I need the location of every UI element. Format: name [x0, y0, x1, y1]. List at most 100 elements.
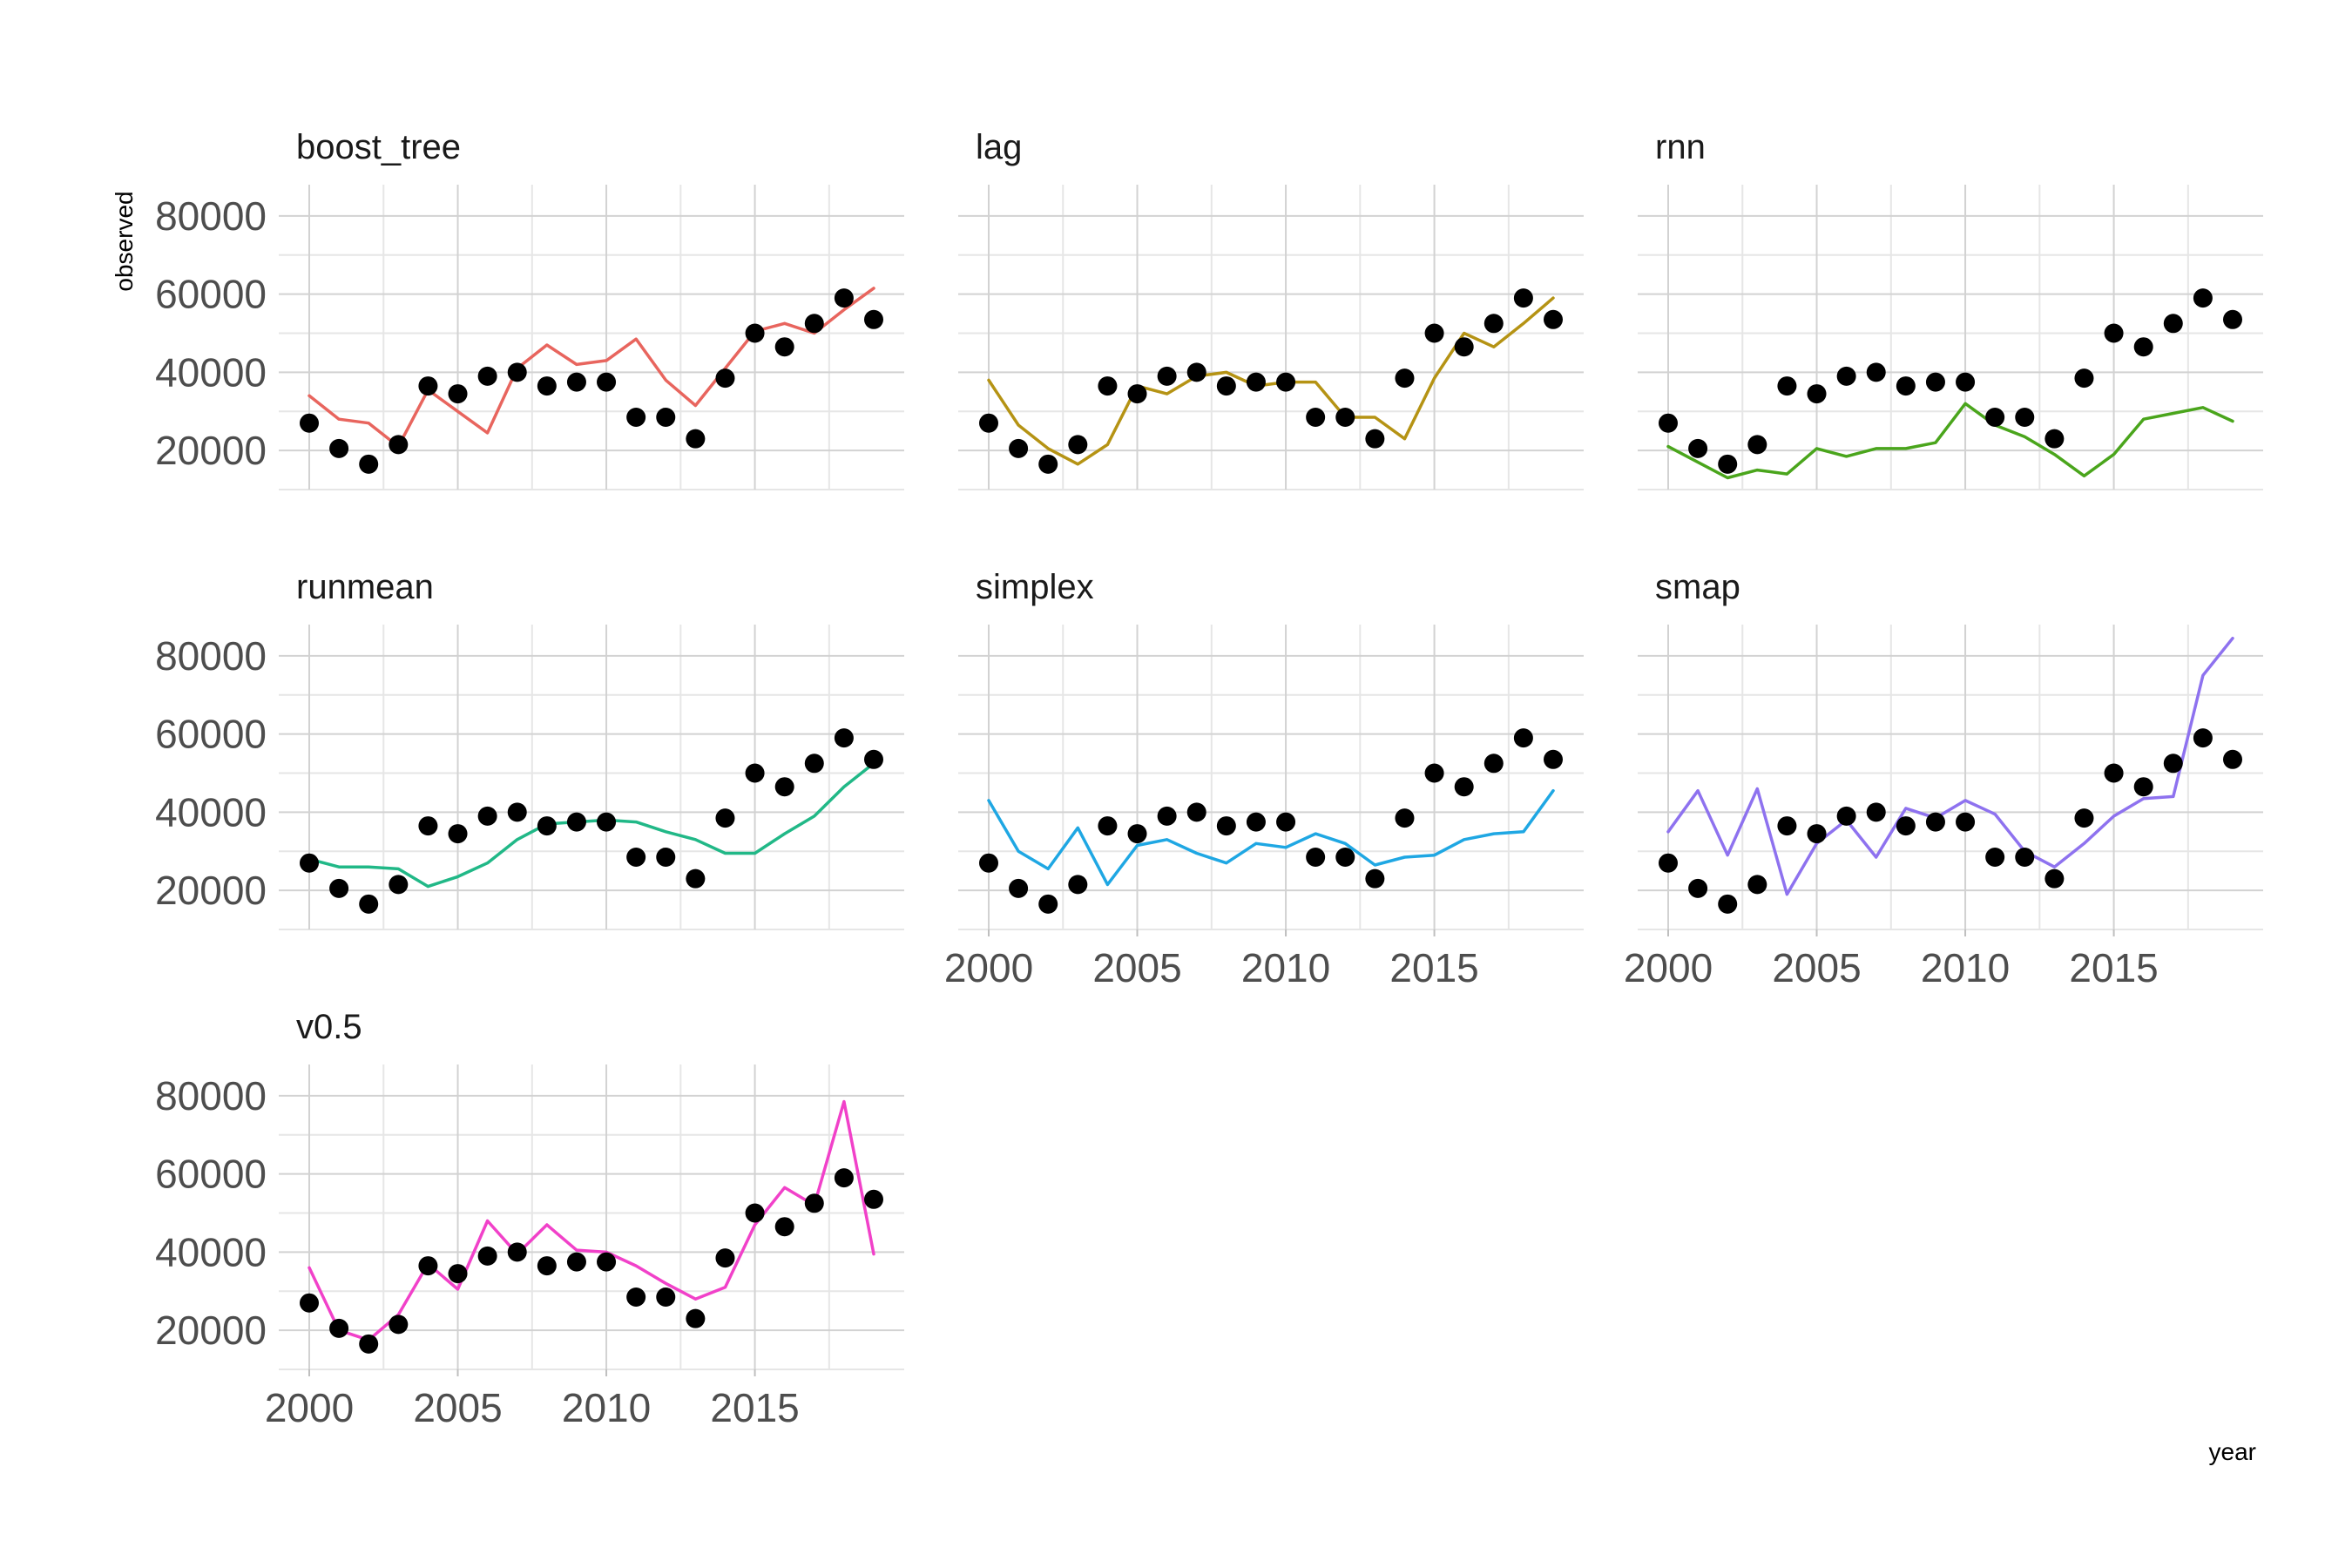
- observed-point: [1127, 824, 1147, 844]
- observed-point: [715, 368, 735, 389]
- y-tick-label: 60000: [155, 712, 267, 757]
- observed-point: [1068, 435, 1088, 455]
- observed-point: [864, 749, 883, 769]
- prediction-line-simplex: [987, 788, 1555, 887]
- observed-point: [804, 1193, 824, 1213]
- observed-point: [1513, 288, 1533, 308]
- x-tick-label: 2015: [1389, 945, 1478, 990]
- observed-point: [1186, 362, 1206, 382]
- observed-point: [566, 1252, 586, 1272]
- y-tick-label: 80000: [155, 193, 267, 239]
- observed-point: [2104, 763, 2124, 783]
- observed-point: [1896, 816, 1916, 836]
- observed-point: [329, 438, 349, 458]
- panel-title: boost_tree: [296, 128, 461, 166]
- observed-point: [864, 309, 883, 329]
- observed-point: [745, 763, 765, 783]
- facet-panel-simplex: simplex 2000 2005 2010 2015: [944, 568, 1584, 990]
- observed-point: [1896, 376, 1916, 396]
- prediction-line-smap: [1666, 636, 2234, 896]
- observed-point: [1544, 309, 1563, 329]
- prediction-line-v0-5: [308, 1099, 875, 1342]
- observed-point: [1127, 384, 1147, 404]
- observed-point: [656, 1287, 676, 1307]
- observed-point: [597, 372, 617, 392]
- observed-point: [389, 1315, 409, 1335]
- panel-title: simplex: [976, 568, 1094, 606]
- observed-point: [1659, 853, 1678, 873]
- observed-point: [1866, 802, 1886, 822]
- observed-point: [1925, 812, 1945, 832]
- x-tick-label: 2005: [413, 1385, 502, 1430]
- observed-point: [686, 1308, 706, 1328]
- observed-point: [715, 808, 735, 828]
- observed-point: [1186, 802, 1206, 822]
- prediction-line-rnn: [1666, 402, 2234, 480]
- observed-point: [745, 323, 765, 343]
- panel-title: runmean: [296, 568, 434, 606]
- observed-point: [300, 413, 319, 433]
- observed-point: [834, 728, 854, 748]
- observed-point: [774, 337, 794, 357]
- observed-point: [1276, 812, 1296, 832]
- observed-point: [2044, 429, 2065, 449]
- observed-point: [566, 372, 586, 392]
- observed-point: [1395, 808, 1415, 828]
- observed-point: [804, 314, 824, 334]
- observed-point: [597, 812, 617, 832]
- observed-point: [507, 1242, 527, 1262]
- observed-point: [537, 376, 557, 396]
- observed-point: [2074, 808, 2094, 828]
- y-axis-title: observed: [111, 191, 138, 291]
- observed-point: [686, 868, 706, 889]
- observed-point: [1866, 362, 1886, 382]
- observed-point: [2015, 407, 2035, 427]
- observed-point: [1836, 806, 1856, 826]
- observed-point: [1216, 376, 1236, 396]
- observed-point: [804, 754, 824, 774]
- y-tick-label: 20000: [155, 1308, 267, 1353]
- y-tick-label: 80000: [155, 1073, 267, 1119]
- observed-point: [979, 413, 998, 433]
- panel-title: v0.5: [296, 1008, 362, 1046]
- y-tick-label: 40000: [155, 789, 267, 835]
- x-tick-label: 2010: [1241, 945, 1330, 990]
- y-tick-label: 40000: [155, 1229, 267, 1274]
- x-tick-label: 2005: [1092, 945, 1181, 990]
- x-tick-label: 2010: [1921, 945, 2010, 990]
- observed-point: [834, 1168, 854, 1188]
- observed-point: [2074, 368, 2094, 389]
- observed-point: [1688, 878, 1708, 898]
- observed-point: [507, 362, 527, 382]
- observed-point: [359, 454, 379, 474]
- observed-point: [2223, 309, 2242, 329]
- observed-point: [1836, 366, 1856, 386]
- y-tick-label: 20000: [155, 868, 267, 913]
- observed-point: [1985, 847, 2005, 867]
- panel-title: smap: [1655, 568, 1740, 606]
- observed-point: [389, 875, 409, 895]
- facet-panel-v0-5: v0.5 20000 40000 60000 80000 2000 2005 2010 2015: [155, 1008, 904, 1430]
- y-tick-label: 60000: [155, 272, 267, 317]
- observed-point: [2193, 728, 2213, 748]
- observed-point: [715, 1248, 735, 1268]
- observed-point: [507, 802, 527, 822]
- observed-point: [2133, 777, 2153, 797]
- observed-point: [1454, 337, 1474, 357]
- observed-point: [686, 429, 706, 449]
- observed-point: [774, 1217, 794, 1237]
- observed-point: [1395, 368, 1415, 389]
- observed-point: [1306, 407, 1326, 427]
- panel-title: lag: [976, 128, 1022, 166]
- y-tick-label: 40000: [155, 349, 267, 395]
- observed-point: [1098, 816, 1118, 836]
- observed-point: [359, 894, 379, 914]
- observed-point: [1985, 407, 2005, 427]
- observed-point: [1246, 372, 1266, 392]
- observed-point: [1038, 454, 1058, 474]
- observed-point: [2104, 323, 2124, 343]
- observed-point: [745, 1203, 765, 1223]
- observed-point: [1335, 847, 1355, 867]
- observed-point: [537, 816, 557, 836]
